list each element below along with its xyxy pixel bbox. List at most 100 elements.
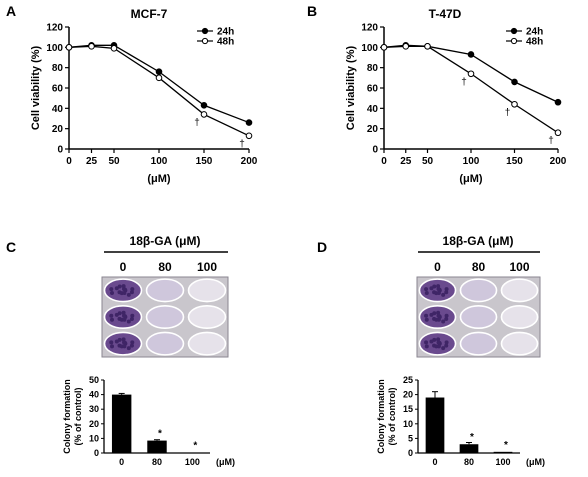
plate-well-80: [459, 331, 498, 356]
panel-letter-c: C: [6, 239, 16, 255]
y-tick-label: 0: [57, 145, 63, 156]
colony-dot: [424, 287, 429, 292]
colony-dot: [424, 344, 429, 349]
significance-dagger: †: [239, 139, 245, 150]
colony-dot: [436, 340, 441, 345]
legend-marker: [201, 27, 209, 35]
x-tick-label: 25: [86, 156, 98, 167]
y-tick-label: 0: [408, 448, 413, 458]
plate-well-80: [145, 304, 185, 329]
plate-well-80: [459, 304, 498, 329]
colony-dot: [436, 337, 441, 342]
colony-dot: [122, 344, 127, 349]
y-axis-label: Colony formation: [376, 379, 386, 454]
y-tick-label: 0: [94, 448, 99, 458]
colony-dot: [114, 286, 119, 291]
y-tick-label: 10: [403, 419, 413, 429]
colony-dot: [121, 337, 126, 342]
significance-dagger: †: [461, 77, 467, 88]
significance-asterisk: *: [193, 441, 197, 452]
plate-well-100: [187, 331, 227, 356]
bar-80: [147, 440, 167, 453]
colony-dot: [424, 313, 429, 318]
colony-dot: [444, 316, 449, 321]
series-line-48h: [68, 45, 250, 137]
data-point-48h: [402, 43, 410, 50]
colony-dot: [436, 310, 441, 315]
colony-dot: [429, 312, 434, 317]
x-axis-label: (μM): [147, 173, 171, 185]
plate-well-100: [500, 304, 539, 329]
bar-chart-colony-d: 0 5 10 15 20 25 0 80 * 100 * (μM) Colony formation (%…: [376, 375, 545, 467]
bar-0: [425, 397, 445, 453]
y-tick-label: 10: [89, 433, 99, 443]
colony-dot: [441, 319, 446, 324]
colony-dot: [130, 340, 135, 345]
x-tick-label: 80: [152, 457, 162, 467]
colony-dot: [444, 313, 449, 318]
legend-label-48h: 48h: [526, 37, 543, 48]
colony-dot: [130, 313, 135, 318]
colony-dot: [109, 287, 114, 292]
y-tick-label: 25: [403, 375, 413, 385]
x-tick-label: 80: [464, 457, 474, 467]
y-axis-label: Cell viability (%): [345, 45, 357, 130]
colony-dot: [122, 313, 127, 318]
series-line-48h: [383, 45, 559, 134]
line-chart-t47d: 0 20 40 60 80 100 120 0 25 50 100 150 200 (μM) Cell vi…: [345, 23, 567, 186]
y-tick-label: 40: [89, 390, 99, 400]
data-point-24h: [245, 119, 253, 126]
plate-well-100: [187, 278, 227, 303]
bar-chart-colony-c: 0 10 20 30 40 50 0 80 * 100 * (μM) Colony formation(…: [62, 375, 235, 467]
plate-well-80: [459, 278, 498, 303]
x-unit-label: (μM): [526, 457, 545, 467]
x-axis-label: (μM): [459, 173, 483, 185]
data-point-24h: [200, 101, 208, 109]
colony-plate-image-d: 0 80 100: [416, 260, 541, 358]
well-column-label-80: 80: [472, 260, 486, 274]
colony-plate-image-c: 0 80 100: [101, 260, 229, 358]
data-point-48h: [65, 44, 73, 51]
legend-label-24h: 24h: [217, 27, 234, 38]
y-tick-label: 20: [89, 419, 99, 429]
colony-dot: [444, 340, 449, 345]
colony-dot: [429, 339, 434, 344]
x-tick-label: 200: [550, 156, 567, 167]
colony-dot: [121, 284, 126, 289]
colony-dot: [424, 291, 429, 296]
significance-asterisk: *: [158, 429, 162, 440]
well-column-label-100: 100: [197, 260, 217, 274]
y-tick-label: 120: [46, 23, 63, 34]
colony-dot: [436, 291, 441, 296]
y-tick-label: 15: [403, 404, 413, 414]
colony-dot: [110, 317, 115, 322]
significance-asterisk: *: [504, 440, 508, 451]
legend-label-48h: 48h: [217, 37, 234, 48]
plate-well-80: [145, 278, 185, 303]
colony-dot: [109, 313, 114, 318]
y-tick-label: 60: [52, 84, 64, 95]
panel-letter-a: A: [6, 3, 16, 19]
data-point-24h: [554, 98, 562, 106]
panel-letter-b: B: [307, 3, 317, 19]
data-point-48h: [467, 70, 475, 78]
colony-dot: [436, 317, 441, 322]
x-tick-label: 50: [108, 156, 120, 167]
x-tick-label: 0: [66, 156, 72, 167]
colony-dot: [129, 343, 134, 348]
colony-dot: [436, 284, 441, 289]
colony-dot: [444, 287, 449, 292]
significance-dagger: †: [194, 117, 200, 128]
colony-dot: [129, 290, 134, 295]
data-point-48h: [424, 43, 431, 50]
plate-well-100: [187, 304, 227, 329]
colony-dot: [441, 292, 446, 297]
colony-dot: [114, 312, 119, 317]
colony-dot: [109, 340, 114, 345]
data-point-24h: [467, 51, 475, 58]
chart-title-t47d: T-47D: [429, 7, 462, 21]
y-tick-label: 100: [361, 43, 378, 54]
y-tick-label: 20: [403, 390, 413, 400]
treatment-header-c: 18β-GA (μM): [130, 234, 201, 248]
bar-0: [111, 394, 132, 453]
